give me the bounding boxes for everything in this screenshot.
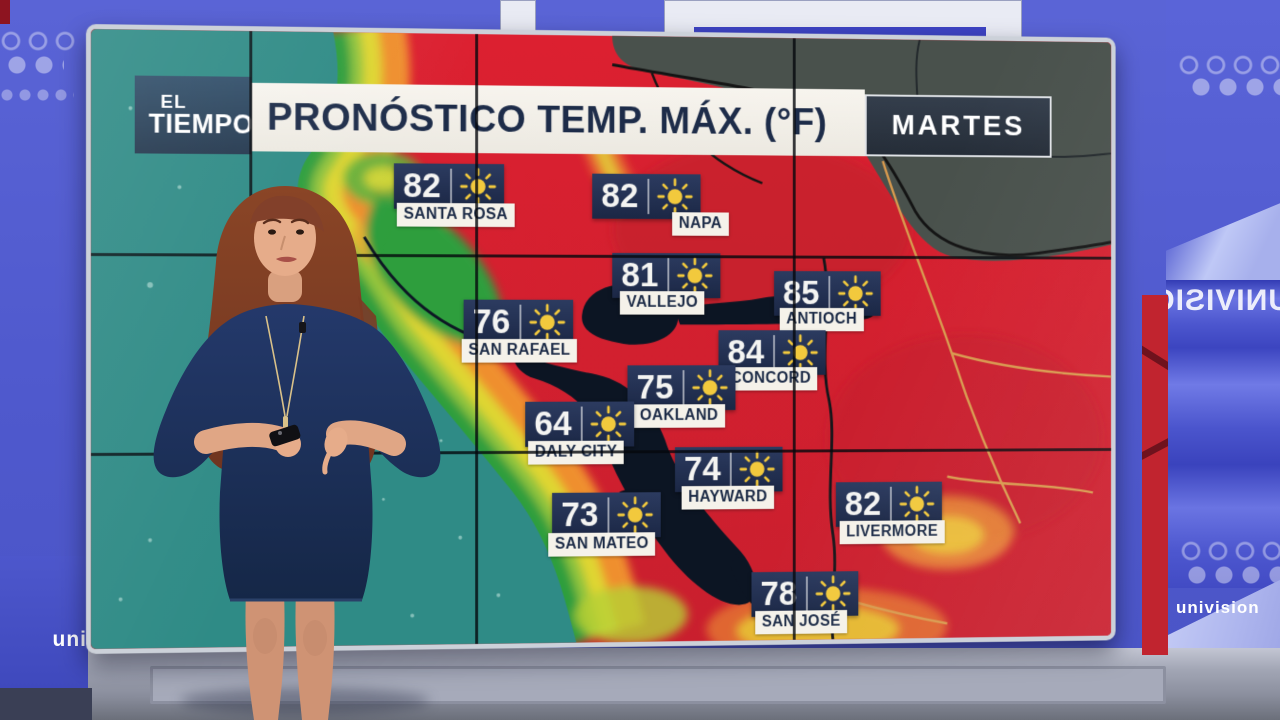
station-santa-rosa: 82 SANTA ROSA xyxy=(393,163,515,228)
sun-icon xyxy=(450,169,505,205)
el-tiempo-logo: EL TIEMPO xyxy=(134,75,254,155)
studio-red-pillar xyxy=(1142,295,1168,655)
sun-icon xyxy=(667,258,721,293)
sun-icon xyxy=(519,305,574,340)
univision-wall-logo: UNIVISION xyxy=(1166,284,1280,317)
logo-line-2: TIEMPO xyxy=(148,108,254,139)
city-tag: LIVERMORE xyxy=(839,520,945,545)
forecast-title: PRONÓSTICO TEMP. MÁX. (°F) xyxy=(251,82,865,157)
station-livermore: 82 LIVERMORE xyxy=(835,481,945,545)
pillar-streak xyxy=(1142,435,1168,462)
sun-icon xyxy=(682,370,736,405)
presenter-hand xyxy=(324,427,348,457)
city-tag: SAN MATEO xyxy=(548,532,656,557)
city-tag: SAN JOSÉ xyxy=(755,609,848,635)
lapel-mic xyxy=(299,322,306,333)
univision-logo-lower: univision xyxy=(1176,598,1260,617)
dots-pattern xyxy=(6,54,64,76)
city-tag: VALLEJO xyxy=(619,291,705,315)
sun-icon xyxy=(607,497,661,533)
sun-icon xyxy=(647,179,701,214)
sun-icon xyxy=(729,452,783,487)
dots-pattern xyxy=(1190,76,1280,98)
station-san-rafael: 76 SAN RAFAEL xyxy=(461,299,578,363)
studio-brand-column: UNIVISION xyxy=(1166,280,1280,588)
dots-pattern xyxy=(1178,54,1280,76)
station-san-jose: 78 SAN JOSÉ xyxy=(751,571,859,635)
station-antioch: 85 ANTIOCH xyxy=(774,271,881,332)
presenter-bangs xyxy=(250,195,324,232)
sun-icon xyxy=(773,335,826,370)
temperature-value: 82 xyxy=(601,176,639,215)
station-daly-city: 64 DALY CITY xyxy=(525,401,635,465)
studio-left-base xyxy=(0,688,92,720)
city-tag: CONCORD xyxy=(724,367,818,391)
station-oakland: 75 OAKLAND xyxy=(627,365,736,428)
presenter-neck xyxy=(268,270,302,302)
presenter-clicker xyxy=(269,424,301,447)
dots-pattern xyxy=(0,88,74,102)
dots-pattern xyxy=(1186,564,1280,586)
temperature-value: 73 xyxy=(561,495,599,534)
presenter-leg xyxy=(295,592,335,720)
temp-badge: 73 xyxy=(552,492,661,538)
temp-badge: 82 xyxy=(393,163,505,210)
station-hayward: 74 HAYWARD xyxy=(674,446,783,510)
station-san-mateo: 73 SAN MATEO xyxy=(548,492,661,557)
station-vallejo: 81 VALLEJO xyxy=(612,252,721,315)
dots-pattern xyxy=(0,30,80,52)
presenter-features xyxy=(262,218,310,262)
sun-icon xyxy=(580,406,635,441)
presenter-leg xyxy=(245,592,285,720)
dots-pattern xyxy=(1180,540,1280,562)
weather-presenter xyxy=(153,186,441,720)
city-tag: NAPA xyxy=(672,212,729,236)
wall-bezel-line xyxy=(475,34,479,644)
wall-bezel-line xyxy=(792,38,796,640)
studio-left-panel: uni xyxy=(0,556,88,688)
studio-red-trim-top-left xyxy=(0,0,10,24)
univision-logo-left: uni xyxy=(52,628,87,651)
station-napa: 82 NAPA xyxy=(592,173,729,236)
ocean-speckles xyxy=(118,106,501,618)
city-tag: HAYWARD xyxy=(681,485,775,510)
day-label: MARTES xyxy=(864,94,1052,158)
city-tag: OAKLAND xyxy=(633,404,725,428)
sun-icon xyxy=(805,576,859,611)
pillar-streak xyxy=(1142,343,1168,374)
sun-icon xyxy=(828,276,881,311)
city-tag: SAN RAFAEL xyxy=(461,339,578,363)
sun-icon xyxy=(889,486,942,521)
temp-badge: 76 xyxy=(463,299,574,345)
